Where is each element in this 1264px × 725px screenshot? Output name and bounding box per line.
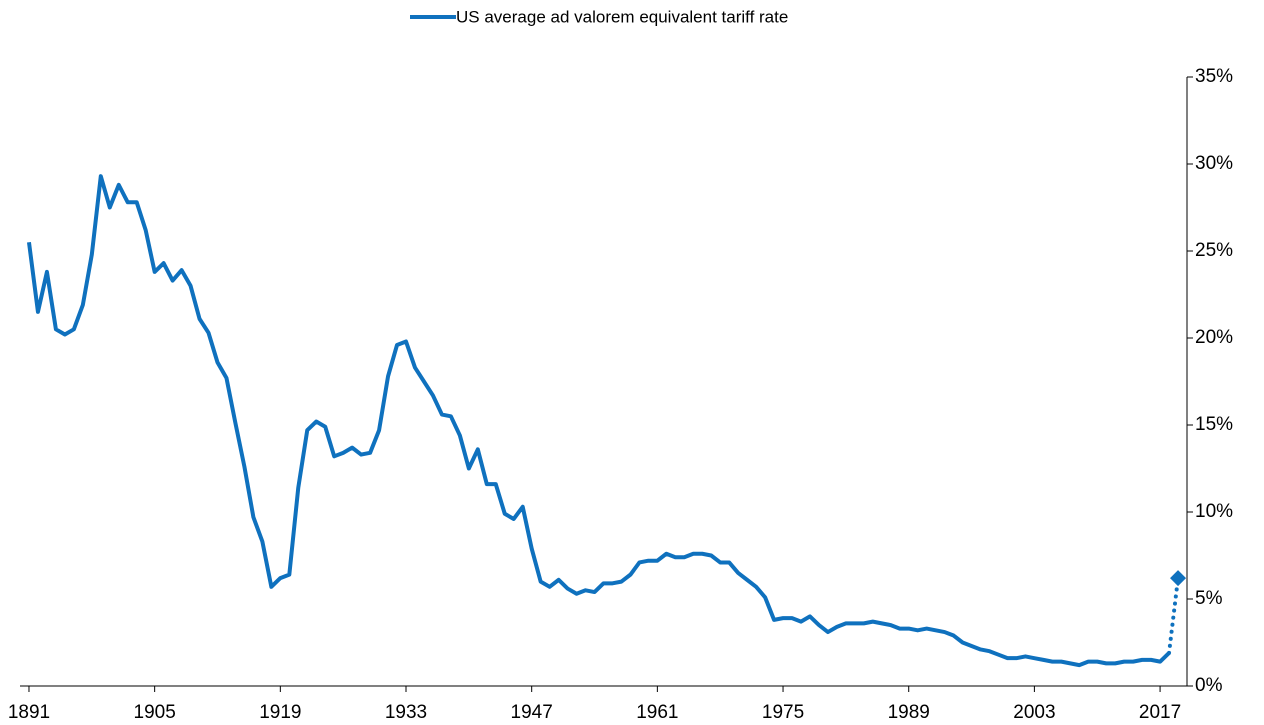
y-tick-label: 25% xyxy=(1195,240,1233,261)
y-tick-label: 15% xyxy=(1195,414,1233,435)
x-tick-label: 1975 xyxy=(762,702,804,723)
y-tick-label: 10% xyxy=(1195,501,1233,522)
data-line xyxy=(26,174,1171,668)
x-tick-label: 1961 xyxy=(636,702,678,723)
y-tick-label: 35% xyxy=(1195,66,1233,87)
y-tick-label: 20% xyxy=(1195,327,1233,348)
x-tick-label: 1933 xyxy=(385,702,427,723)
legend-label: US average ad valorem equivalent tariff … xyxy=(456,7,788,26)
x-tick-label: 1905 xyxy=(134,702,176,723)
y-tick-label: 30% xyxy=(1195,153,1233,174)
x-tick-label: 2017 xyxy=(1139,702,1181,723)
y-tick-label: 5% xyxy=(1195,588,1223,609)
y-tick-label: 0% xyxy=(1195,675,1223,696)
projection-line xyxy=(1167,576,1181,655)
x-tick-label: 1891 xyxy=(8,702,50,723)
x-tick-label: 2003 xyxy=(1013,702,1055,723)
projection-marker xyxy=(1170,570,1187,587)
x-tick-label: 1947 xyxy=(511,702,553,723)
x-tick-label: 1989 xyxy=(888,702,930,723)
x-tick-label: 1919 xyxy=(259,702,301,723)
